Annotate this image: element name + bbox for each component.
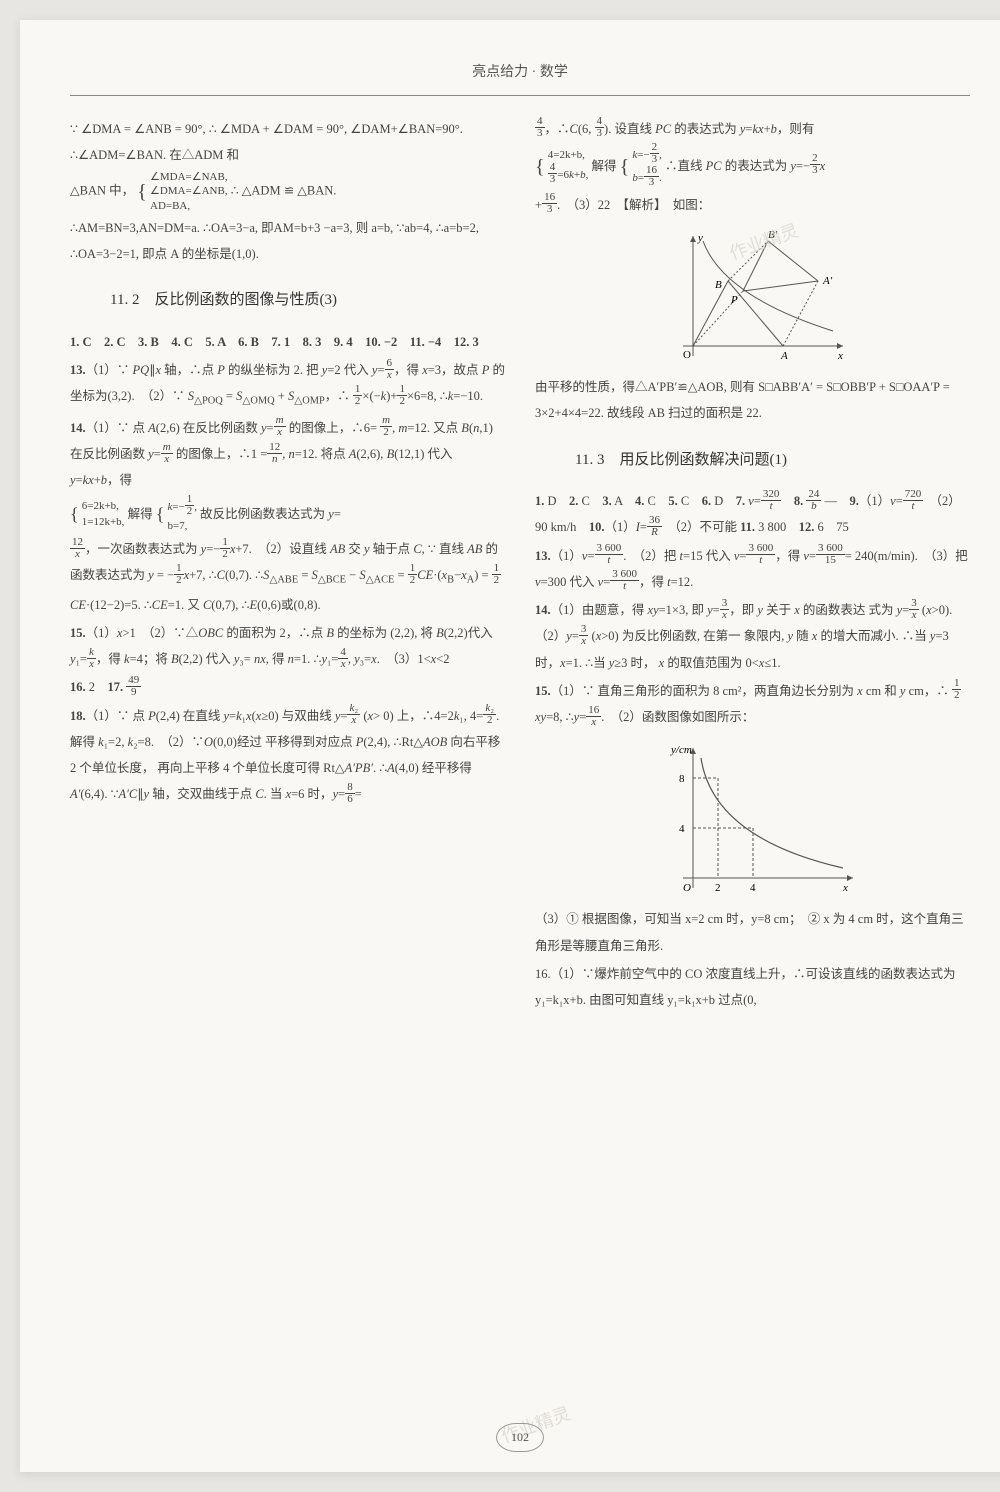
q16-17: 16. 2 17. 499 [70, 674, 505, 700]
q14-bl1: 6=2k+b, [82, 500, 119, 512]
rbl1: 4=2k+b, [548, 149, 585, 161]
brace-content: ∠MDA=∠NAB, ∠DMA=∠ANB, AD=BA, [150, 170, 228, 213]
fig2-y: y/cm [670, 744, 692, 756]
section-title-112: 11. 2 反比例函数的图像与性质(3) [110, 285, 505, 317]
page: 亮点给力 · 数学 作业精灵 作业精灵 ∵ ∠DMA = ∠ANB = 90°,… [20, 20, 1000, 1472]
fig1-B: B [715, 279, 722, 291]
fig2-O: O [683, 882, 691, 894]
fig1-A: A [780, 350, 788, 362]
q14-rest: 12x，一次函数表达式为 y=−12x+7. （2）设直线 AB 交 y 轴于点… [70, 536, 505, 618]
fig2-x2: 2 [715, 882, 721, 894]
left-column: ∵ ∠DMA = ∠ANB = 90°, ∴ ∠MDA + ∠DAM = 90°… [70, 116, 505, 1016]
q18: 18.（1）∵ 点 P(2,4) 在直线 y=k₁x(x≥0) 与双曲线 y=k… [70, 703, 505, 808]
fig1-P: P [730, 294, 738, 306]
fig2-y8: 8 [679, 773, 685, 785]
two-column-layout: ∵ ∠DMA = ∠ANB = 90°, ∴ ∠MDA + ∠DAM = 90°… [70, 116, 970, 1016]
r-q15-1: 15.（1）∵ 直角三角形的面积为 8 cm²，两直角边长分别为 x cm 和 … [535, 678, 970, 731]
section-title-113: 11. 3 用反比例函数解决问题(1) [575, 445, 970, 477]
figure-2: 8 4 2 4 O x y/cm [643, 738, 863, 898]
fig1-y: y [697, 232, 703, 244]
q15: 15.（1）x>1 （2）∵△OBC 的面积为 2，∴点 B 的坐标为 (2,2… [70, 620, 505, 673]
r-q15-3: （3）① 根据图像，可知当 x=2 cm 时，y=8 cm； ② x 为 4 c… [535, 906, 970, 959]
page-number: 102 [496, 1423, 544, 1452]
r-q14: 14.（1）由题意，得 xy=1×3, 即 y=3x，即 y 关于 x 的函数表… [535, 597, 970, 676]
q14-mid: 解得 [128, 507, 153, 521]
answers-112: 1. C 2. C 3. B 4. C 5. A 6. B 7. 1 8. 3 … [70, 329, 505, 355]
right-para-2: 由平移的性质，得△A′PB′≌△AOB, 则有 S□ABB′A′ = S□OBB… [535, 374, 970, 427]
q13: 13.（1）∵ PQ∥x 轴，∴点 P 的纵坐标为 2. 把 y=2 代入 y=… [70, 357, 505, 413]
rbmid: 解得 [591, 159, 616, 173]
fig2-x: x [842, 882, 848, 894]
brace-line-2: ∠DMA=∠ANB, [150, 185, 228, 197]
brace-line-3: AD=BA, [150, 200, 190, 212]
r-para1-suffix: +163. （3）22 【解析】 如图： [535, 192, 970, 218]
fig2-x4: 4 [750, 882, 756, 894]
page-header: 亮点给力 · 数学 [70, 60, 970, 96]
left-para-2: △BAN 中， { ∠MDA=∠NAB, ∠DMA=∠ANB, AD=BA, ∴… [70, 170, 505, 213]
fig1-x: x [837, 350, 843, 362]
fig2-y4: 4 [679, 823, 685, 835]
fig1-O: O [683, 349, 691, 361]
para2-prefix: △BAN 中， [70, 183, 134, 197]
fig1-Ap: A′ [822, 275, 833, 287]
right-para-1: 43，∴C(6, 43). 设直线 PC 的表达式为 y=kx+b，则有 [535, 116, 970, 142]
brace-line-1: ∠MDA=∠NAB, [150, 171, 228, 183]
right-brace: { 4=2k+b, 43=6k+b, 解得 { k=−23, b=163. ∴直… [535, 144, 970, 190]
q14-brace: { 6=2k+b, 1=12k+b, 解得 { k=−12, b=7, 故反比例… [70, 496, 505, 534]
r-q13: 13.（1）v=3 600t. （2）把 t=15 代入 v=3 600t，得 … [535, 543, 970, 596]
left-para-3: ∴AM=BN=3,AN=DM=a. ∴OA=3−a, 即AM=b+3 −a=3,… [70, 215, 505, 268]
answers-113: 1. D 2. C 3. A 4. C 5. C 6. D 7. v=320t … [535, 488, 970, 541]
r-q16: 16.（1）∵爆炸前空气中的 CO 浓度直线上升，∴可设该直线的函数表达式为 y… [535, 961, 970, 1014]
para2-suffix: ∴ △ADM ≌ △BAN. [231, 183, 337, 197]
q14-bl2: 1=12k+b, [82, 516, 125, 528]
left-para-1: ∵ ∠DMA = ∠ANB = 90°, ∴ ∠MDA + ∠DAM = 90°… [70, 116, 505, 169]
brace-left: { [137, 171, 147, 213]
q14-br2: b=7, [167, 520, 187, 532]
q14-part1: 14.（1）∵ 点 A(2,6) 在反比例函数 y=mx 的图像上，∴6= m2… [70, 415, 505, 494]
